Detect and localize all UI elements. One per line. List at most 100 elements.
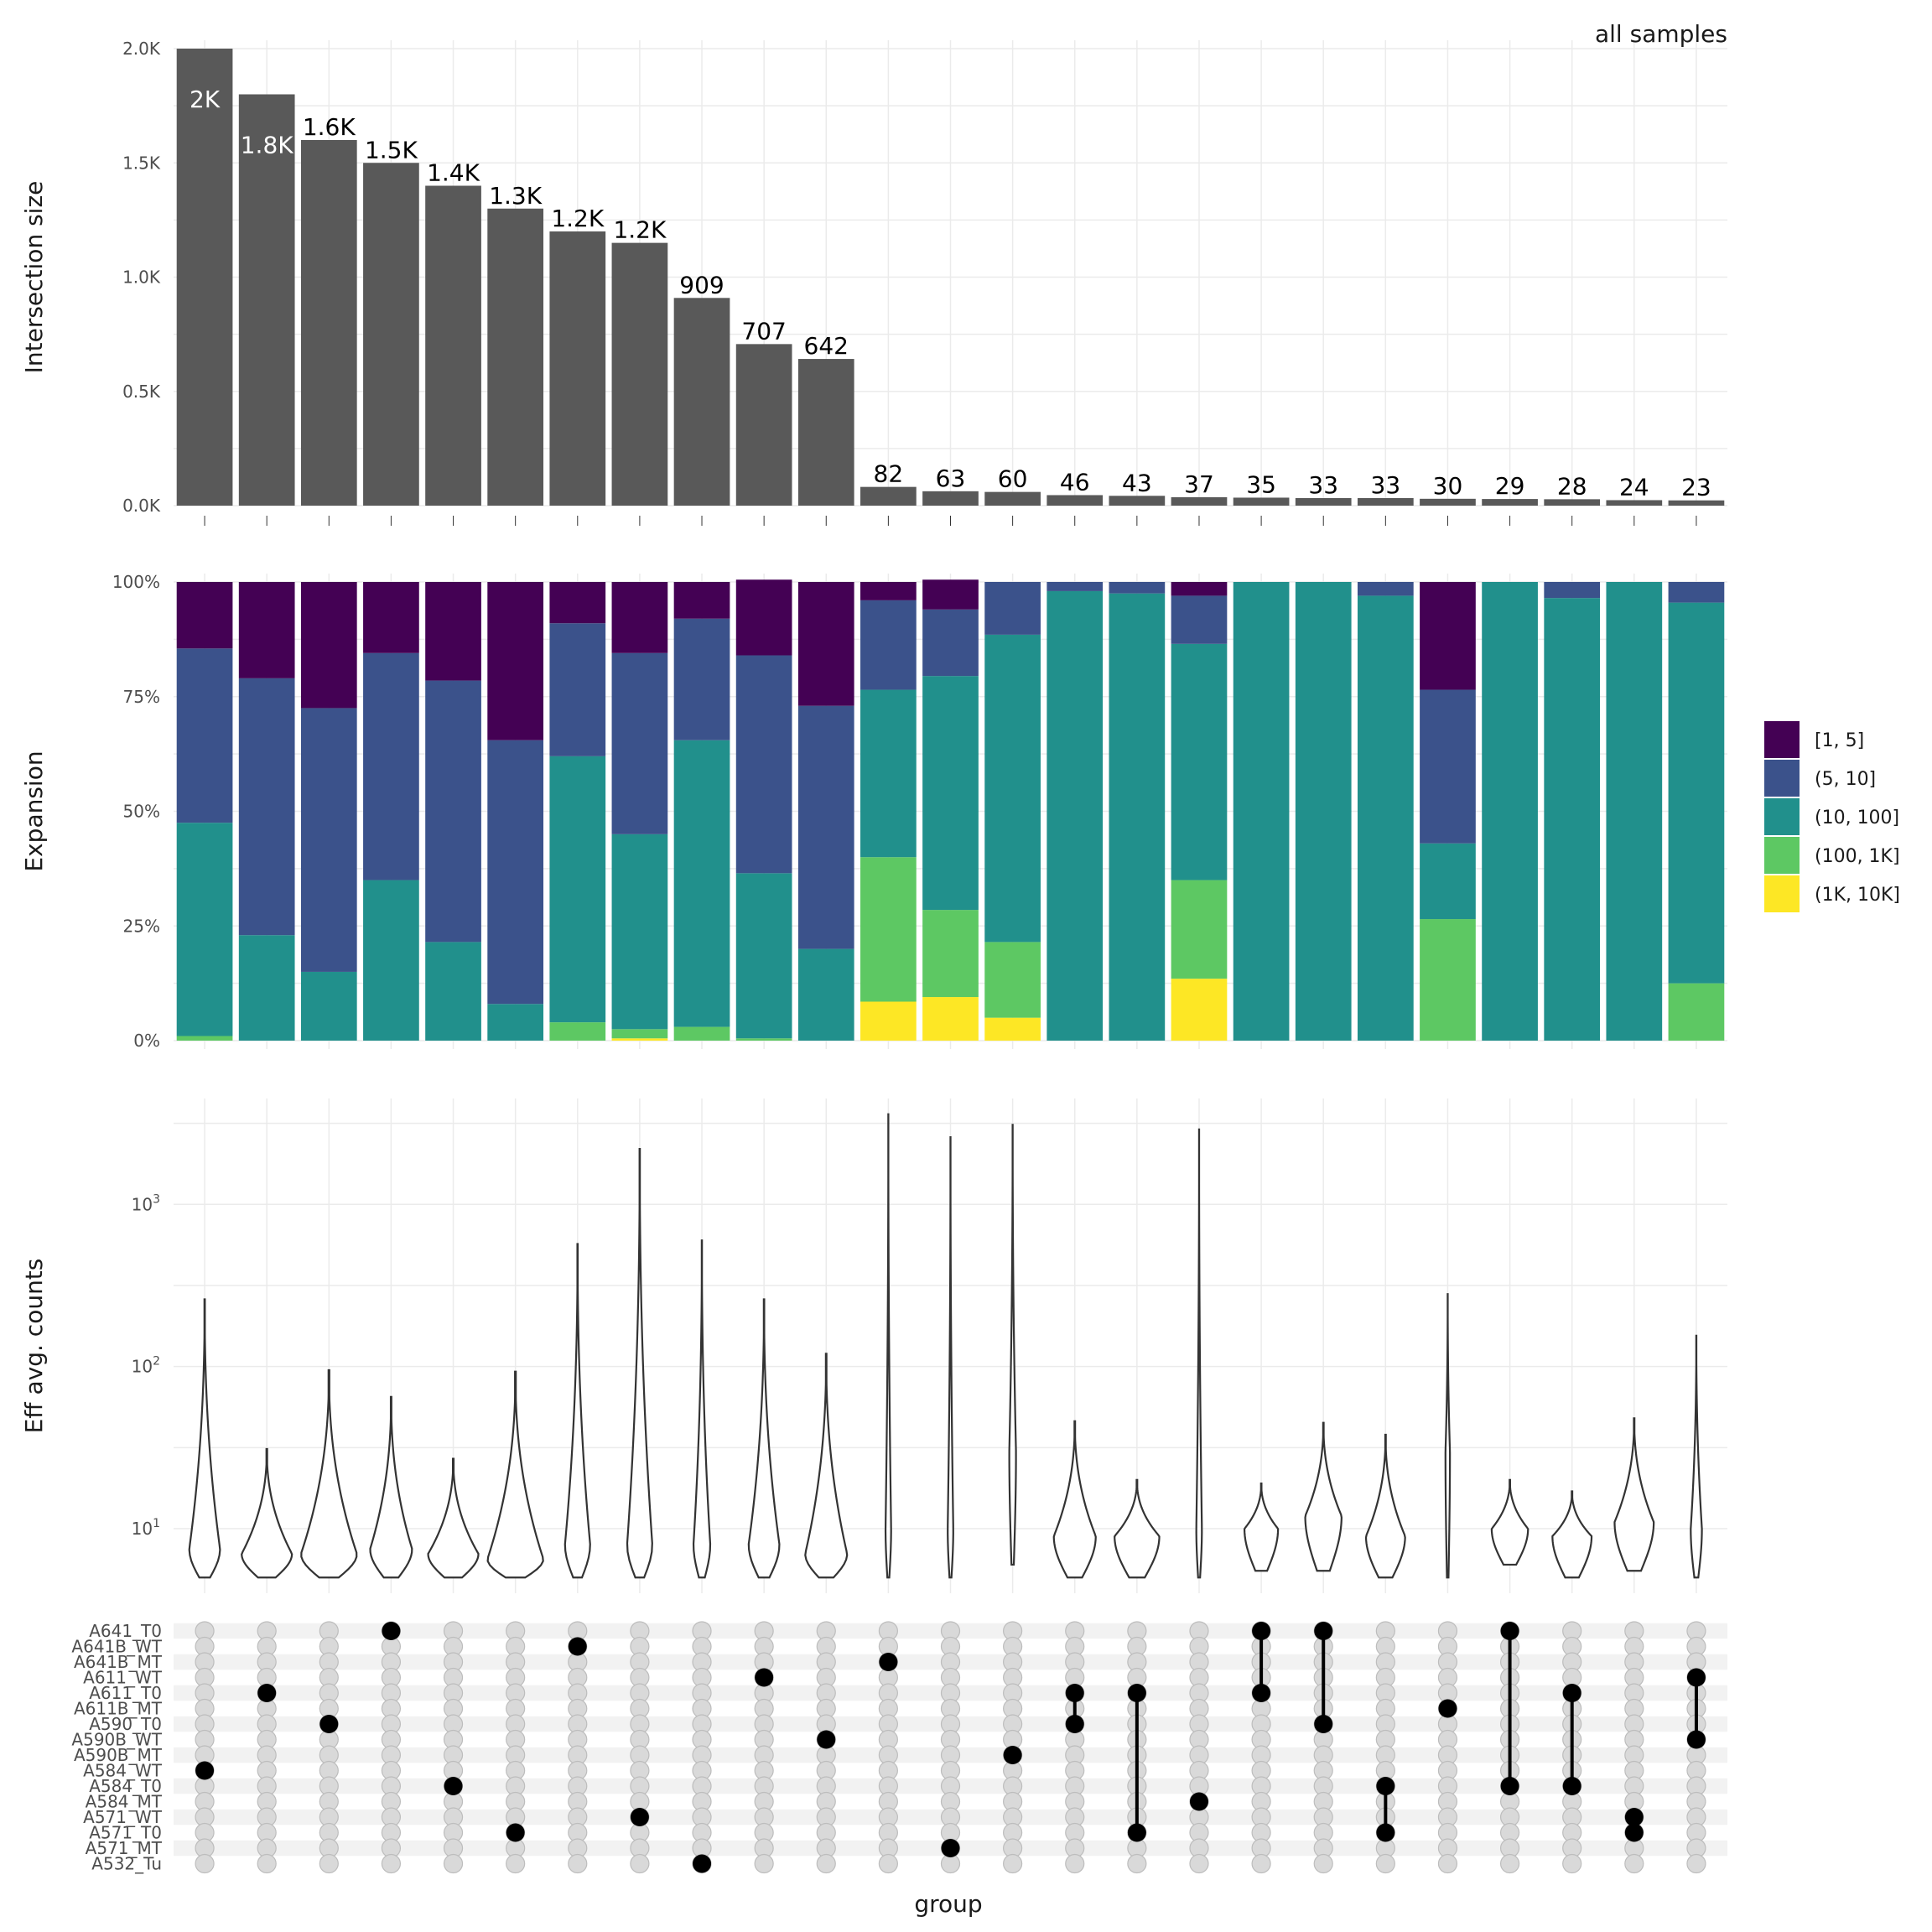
bar-value-label: 43 bbox=[1122, 469, 1152, 496]
matrix-dot-inactive bbox=[1189, 1853, 1209, 1874]
bar-value-label: 1.3K bbox=[489, 182, 543, 210]
expansion-segment bbox=[1233, 582, 1290, 1041]
violin bbox=[1551, 1490, 1593, 1579]
matrix-dot-active bbox=[1314, 1715, 1333, 1733]
expansion-segment bbox=[860, 1001, 917, 1041]
matrix-dot-active bbox=[506, 1823, 525, 1842]
bar-value-label: 82 bbox=[874, 460, 904, 488]
set-label: A611B_MT bbox=[74, 1699, 163, 1719]
expansion-segment bbox=[300, 971, 357, 1041]
set-label: A532_Tu bbox=[91, 1854, 162, 1874]
y-tick-label: 2.0K bbox=[122, 39, 161, 59]
legend-label: (5, 10] bbox=[1815, 769, 1876, 790]
y-tick-label: 100% bbox=[112, 572, 160, 592]
set-label: A590B_MT bbox=[74, 1745, 163, 1765]
legend-swatch bbox=[1764, 875, 1800, 912]
violin bbox=[564, 1243, 591, 1579]
expansion-segment bbox=[549, 1022, 606, 1041]
bar-value-label: 37 bbox=[1184, 470, 1214, 498]
intersection-bar bbox=[1109, 496, 1166, 506]
expansion-segment bbox=[300, 708, 357, 972]
intersection-bar bbox=[549, 231, 606, 506]
expansion-segment bbox=[549, 582, 606, 624]
intersection-bar bbox=[425, 185, 481, 506]
expansion-segment bbox=[1046, 582, 1104, 591]
intersection-bar bbox=[300, 140, 357, 506]
matrix-dot-inactive bbox=[630, 1853, 650, 1874]
matrix-dot-inactive bbox=[1065, 1853, 1085, 1874]
expansion-segment bbox=[922, 579, 979, 610]
matrix-dot-inactive bbox=[754, 1853, 774, 1874]
matrix-dot-inactive bbox=[506, 1853, 526, 1874]
y-axis-title: Eff avg. counts bbox=[20, 1259, 48, 1434]
y-axis-title: Intersection size bbox=[20, 181, 48, 374]
matrix-dot-active bbox=[1624, 1808, 1644, 1826]
matrix-dot-active bbox=[1065, 1684, 1084, 1702]
bar-value-label: 1.6K bbox=[303, 113, 356, 141]
intersection-bar bbox=[797, 359, 854, 506]
expansion-segment bbox=[1046, 590, 1104, 1041]
violin bbox=[626, 1148, 653, 1579]
intersection-bar bbox=[1420, 498, 1476, 506]
matrix-dot-inactive bbox=[1437, 1853, 1458, 1874]
violin bbox=[241, 1447, 293, 1579]
bar-value-label: 2K bbox=[190, 86, 221, 113]
expansion-segment bbox=[735, 579, 792, 656]
legend-swatch bbox=[1764, 721, 1800, 758]
matrix-dot-active bbox=[1127, 1684, 1146, 1702]
bar-value-label: 29 bbox=[1495, 472, 1525, 500]
expansion-panel: 0% 25% 50% 75% 100% Expansion bbox=[20, 572, 1727, 1051]
expansion-segment bbox=[1171, 595, 1228, 644]
expansion-segment bbox=[425, 942, 481, 1041]
y-tick-label: 0% bbox=[133, 1031, 160, 1051]
matrix-dot-active bbox=[1065, 1715, 1084, 1733]
expansion-segment bbox=[487, 1004, 544, 1041]
expansion-segment bbox=[176, 1036, 233, 1041]
set-label: A611_WT bbox=[83, 1668, 163, 1688]
legend-swatch bbox=[1764, 798, 1800, 835]
expansion-segment bbox=[549, 623, 606, 756]
x-axis-title: group bbox=[914, 1890, 982, 1918]
expansion-segment bbox=[176, 823, 233, 1036]
expansion-segment bbox=[1668, 582, 1725, 603]
matrix-dot-inactive bbox=[568, 1853, 588, 1874]
matrix-dot-inactive bbox=[257, 1853, 277, 1874]
legend-label: (10, 100] bbox=[1815, 808, 1899, 828]
expansion-segment bbox=[673, 582, 730, 619]
violin bbox=[1690, 1334, 1703, 1579]
expansion-segment bbox=[611, 1029, 668, 1039]
intersection-bar bbox=[1668, 500, 1725, 506]
expansion-segment bbox=[363, 880, 419, 1041]
expansion-segment bbox=[611, 1038, 668, 1041]
matrix-dot-active bbox=[568, 1637, 587, 1656]
tick-base: 10 bbox=[132, 1194, 153, 1214]
violin bbox=[1114, 1478, 1161, 1579]
expansion-segment bbox=[860, 857, 917, 1002]
y-axis-title: Expansion bbox=[20, 750, 48, 871]
violin bbox=[1052, 1420, 1097, 1579]
expansion-segment bbox=[860, 689, 917, 858]
legend-swatch bbox=[1764, 760, 1800, 797]
expansion-segment bbox=[1544, 598, 1601, 1041]
matrix-dot-active bbox=[1376, 1823, 1395, 1842]
matrix-dot-active bbox=[879, 1653, 898, 1671]
expansion-segment bbox=[984, 1017, 1041, 1041]
y-tick-label: 75% bbox=[123, 687, 160, 707]
expansion-segment bbox=[1420, 582, 1476, 690]
expansion-segment bbox=[673, 1026, 730, 1041]
set-label: A584_T0 bbox=[89, 1776, 162, 1796]
matrix-dot-active bbox=[1252, 1622, 1271, 1640]
expansion-segment bbox=[860, 600, 917, 690]
expansion-segment bbox=[984, 582, 1041, 635]
intersection-matrix: A641_T0A641B_WTA641B_MTA611_WTA611_T0A61… bbox=[71, 1621, 1727, 1874]
expansion-segment bbox=[922, 910, 979, 998]
y-tick-label: 1.0K bbox=[122, 267, 161, 288]
matrix-dot-inactive bbox=[1127, 1853, 1147, 1874]
intersection-bar bbox=[176, 49, 233, 506]
violin bbox=[300, 1368, 358, 1579]
tick-exponent: 3 bbox=[153, 1192, 160, 1206]
matrix-dot-active bbox=[1686, 1668, 1706, 1687]
intersection-bar bbox=[735, 344, 792, 506]
expansion-segment bbox=[1420, 689, 1476, 844]
violin bbox=[947, 1135, 954, 1579]
